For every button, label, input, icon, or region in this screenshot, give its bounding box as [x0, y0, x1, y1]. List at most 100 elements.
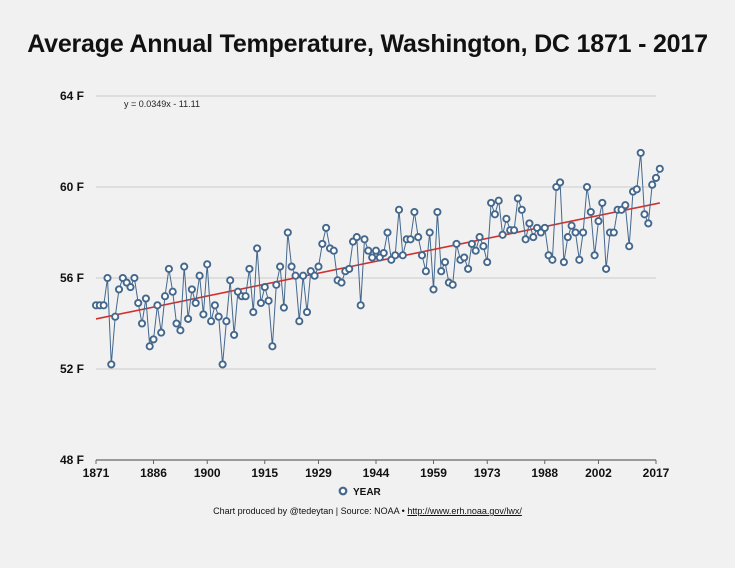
data-point: [153, 301, 162, 310]
data-point: [648, 180, 657, 189]
data-point: [268, 342, 277, 351]
data-point: [260, 283, 269, 292]
data-point: [299, 271, 308, 280]
data-point: [513, 194, 522, 203]
data-point: [295, 317, 304, 326]
legend-label: YEAR: [353, 487, 382, 498]
data-point: [279, 303, 288, 312]
data-point: [318, 239, 327, 248]
data-point: [437, 267, 446, 276]
x-tick-label: 1886: [140, 466, 167, 480]
data-point: [651, 173, 661, 182]
legend: YEAR: [338, 486, 382, 498]
data-point: [502, 214, 511, 223]
x-tick-label: 1915: [251, 466, 278, 480]
data-point: [283, 228, 292, 237]
data-point: [394, 205, 404, 214]
data-point: [425, 228, 434, 237]
data-point: [586, 207, 595, 217]
data-point: [345, 264, 354, 273]
data-point: [414, 233, 423, 242]
data-point: [218, 360, 227, 369]
data-point: [575, 255, 584, 264]
data-point: [429, 285, 438, 294]
data-point: [199, 310, 208, 319]
grid-lines: [96, 95, 656, 461]
data-point: [134, 298, 143, 308]
data-point: [471, 246, 480, 255]
data-point: [264, 296, 273, 305]
legend-marker: [338, 486, 348, 496]
data-point: [590, 251, 599, 260]
x-tick-label: 1988: [531, 466, 558, 480]
data-point: [207, 317, 216, 326]
data-point: [111, 312, 120, 321]
data-point: [556, 178, 565, 187]
chart-title: Average Annual Temperature, Washington, …: [27, 30, 708, 58]
data-point: [487, 198, 496, 207]
data-point: [421, 267, 430, 276]
y-tick-label: 56 F: [60, 271, 84, 285]
data-point: [410, 207, 419, 217]
credit-text: Chart produced by @tedeytan | Source: NO…: [213, 506, 408, 516]
data-point: [214, 312, 223, 321]
data-point: [310, 271, 319, 280]
data-point: [195, 271, 204, 280]
data-point: [602, 264, 611, 273]
data-point: [145, 342, 154, 351]
data-point: [548, 255, 557, 264]
data-point: [406, 235, 415, 244]
data-point: [245, 264, 254, 273]
data-point: [598, 198, 607, 207]
y-axis-ticks: 64 F 60 F 56 F 52 F 48 F: [60, 89, 84, 467]
data-point: [226, 276, 235, 285]
data-point: [368, 253, 377, 262]
data-point: [160, 292, 170, 301]
data-point: [479, 242, 488, 251]
data-point: [640, 210, 649, 219]
data-point: [364, 246, 373, 255]
data-point: [249, 308, 258, 317]
data-point: [517, 205, 526, 214]
data-point: [137, 319, 147, 328]
source-link[interactable]: http://www.erh.noaa.gov/lwx/: [407, 506, 522, 516]
data-point: [379, 248, 388, 258]
y-tick-label: 52 F: [60, 362, 84, 376]
data-point: [314, 262, 323, 271]
data-point: [356, 301, 365, 310]
data-point: [210, 301, 219, 310]
x-tick-label: 1871: [83, 466, 110, 480]
data-point: [521, 235, 530, 244]
x-tick-label: 1944: [363, 466, 390, 480]
data-point: [383, 228, 392, 237]
data-point: [360, 235, 369, 244]
data-point: [563, 233, 572, 242]
x-tick-label: 1900: [194, 466, 221, 480]
data-point: [180, 262, 189, 271]
data-point: [172, 319, 181, 328]
data-point: [222, 317, 231, 326]
x-tick-label: 1973: [474, 466, 501, 480]
data-point: [452, 239, 461, 248]
data-point: [337, 278, 346, 287]
data-point: [291, 271, 300, 280]
chart-credit: Chart produced by @tedeytan | Source: NO…: [0, 506, 735, 516]
data-point: [398, 251, 407, 260]
data-point: [636, 148, 645, 157]
data-point: [187, 285, 196, 294]
data-point: [302, 308, 312, 317]
data-point: [625, 242, 634, 251]
data-point: [510, 226, 519, 235]
data-point: [440, 258, 450, 267]
x-axis-ticks: 1871 1886 1900 1915 1929 1944 1959 1973 1988 2002…: [83, 460, 670, 480]
x-tick-label: 1959: [420, 466, 447, 480]
data-point: [371, 246, 381, 255]
data-point: [352, 233, 361, 242]
data-point: [99, 301, 108, 310]
data-point: [433, 207, 442, 217]
data-point: [149, 335, 158, 344]
data-point: [490, 210, 499, 219]
data-point: [498, 230, 507, 239]
data-point: [141, 294, 150, 303]
